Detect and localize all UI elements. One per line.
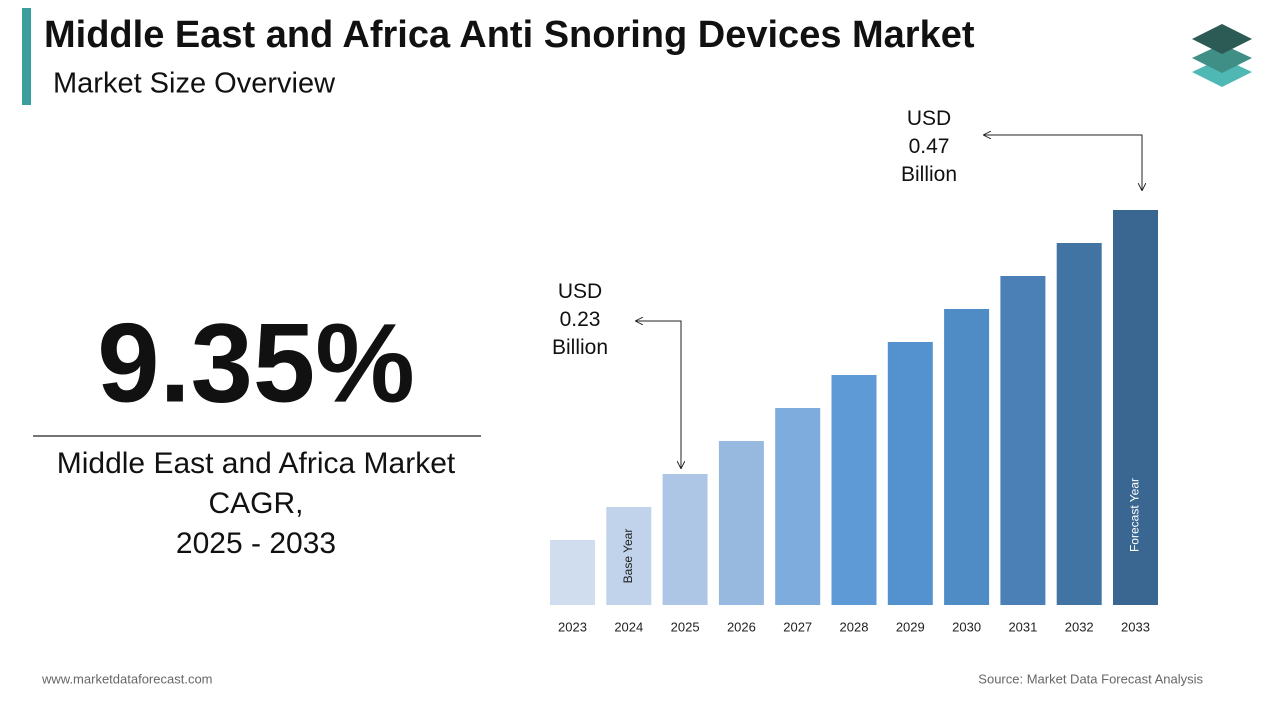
bar [887,342,933,605]
bar [1000,276,1046,605]
x-tick-label: 2028 [840,619,869,634]
bar [1056,243,1102,605]
bar [775,408,821,605]
bar [831,375,877,605]
bar [718,441,764,605]
bar [606,507,652,605]
bar [1113,210,1158,605]
x-tick-label: 2026 [727,619,756,634]
annotation-arrow [636,321,681,468]
subtitle: Market Size Overview [53,68,336,100]
value-label: USD 0.47 Billion [900,107,958,186]
x-tick-label: 2029 [896,619,925,634]
value-label: USD 0.23 Billion [551,280,609,359]
cagr-label: Middle East and Africa Market [57,447,456,480]
x-tick-label: 2033 [1121,619,1150,634]
bar-note: Forecast Year [1128,478,1142,552]
annotation-arrow [984,135,1142,190]
bar [662,474,708,605]
x-tick-label: 2023 [558,619,587,634]
logo [1192,24,1252,87]
bar [944,309,990,605]
x-tick-label: 2032 [1065,619,1094,634]
x-tick-label: 2031 [1008,619,1037,634]
x-tick-label: 2024 [614,619,643,634]
website: www.marketdataforecast.com [41,671,213,686]
bar [550,540,595,605]
x-tick-label: 2025 [671,619,700,634]
title-accent [22,8,31,105]
cagr-label: CAGR, [208,487,303,520]
cagr-value: 9.35% [97,301,415,426]
title: Middle East and Africa Anti Snoring Devi… [44,14,975,56]
cagr-label: 2025 - 2033 [176,527,336,560]
x-tick-label: 2027 [783,619,812,634]
bar-note: Base Year [621,529,635,584]
x-tick-label: 2030 [952,619,981,634]
source: Source: Market Data Forecast Analysis [978,671,1203,686]
